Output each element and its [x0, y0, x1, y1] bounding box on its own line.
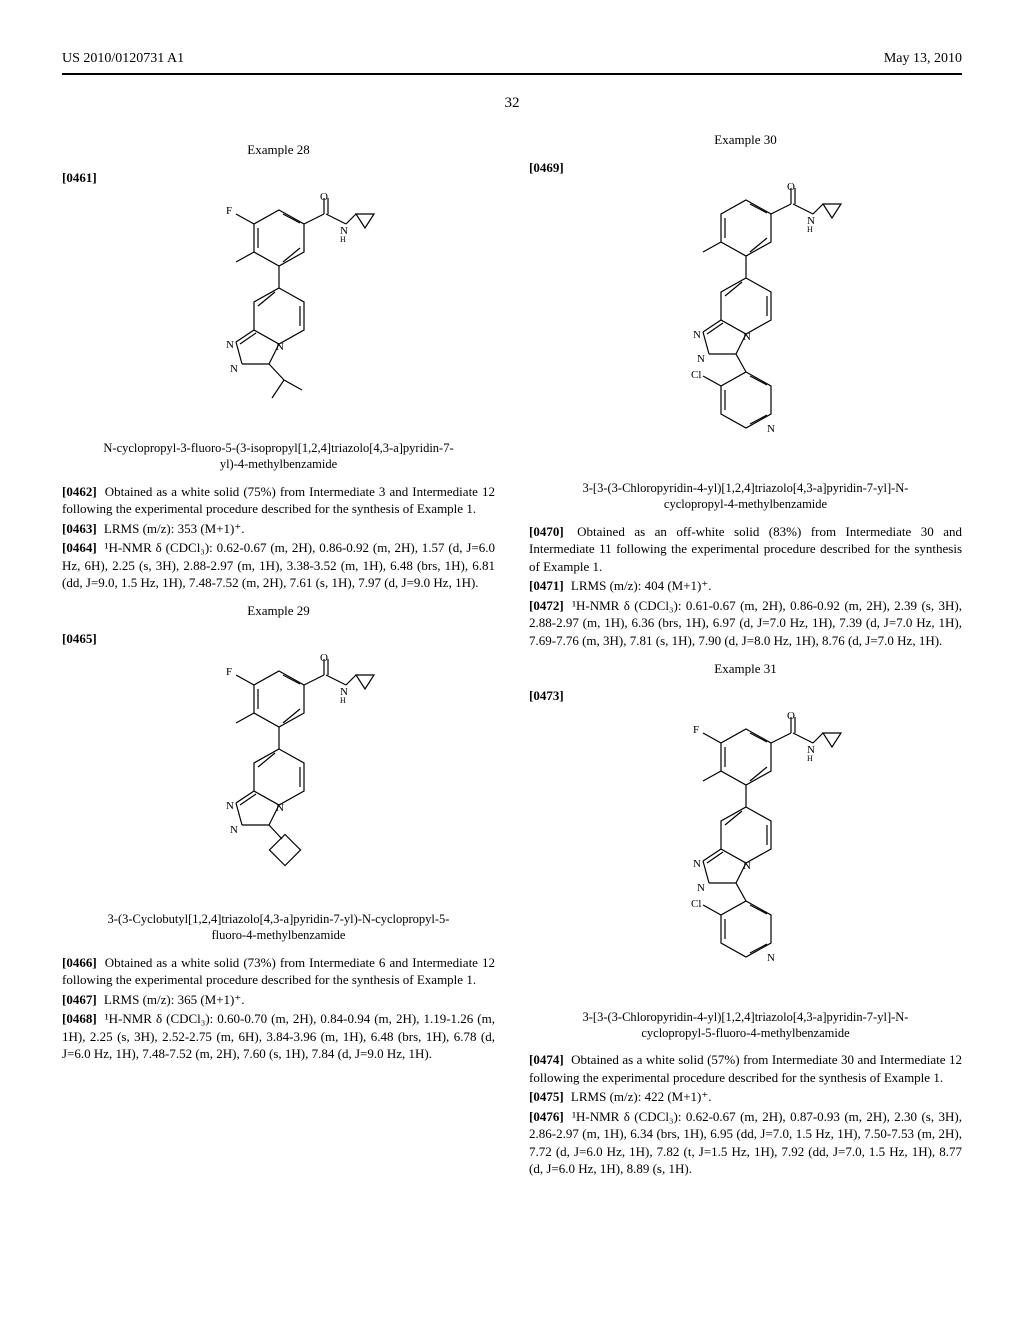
svg-text:H: H: [340, 235, 346, 244]
svg-text:N: N: [697, 353, 705, 365]
svg-text:Cl: Cl: [691, 369, 701, 381]
compound-title: 3-[3-(3-Chloropyridin-4-yl)[1,2,4]triazo…: [561, 1009, 930, 1042]
para-text: LRMS (m/z): 404 (M+1)⁺.: [571, 578, 712, 593]
para-text: LRMS (m/z): 365 (M+1)⁺.: [104, 992, 245, 1007]
para-num: [0465]: [62, 631, 97, 646]
page: US 2010/0120731 A1 May 13, 2010 32 Examp…: [0, 0, 1024, 1320]
svg-text:F: F: [693, 724, 699, 736]
svg-text:N: N: [230, 363, 238, 375]
example-28-block: Example 28 [0461]: [62, 141, 495, 592]
svg-text:N: N: [693, 858, 701, 870]
svg-text:H: H: [807, 754, 813, 763]
header-left: US 2010/0120731 A1: [62, 50, 184, 69]
header-rule: [62, 73, 962, 75]
svg-text:H: H: [807, 225, 813, 234]
para-num: [0474]: [529, 1052, 564, 1067]
para-num: [0476]: [529, 1109, 564, 1124]
para-num: [0464]: [62, 540, 97, 555]
para-num: [0472]: [529, 598, 564, 613]
para-text: LRMS (m/z): 353 (M+1)⁺.: [104, 521, 245, 536]
compound-title: 3-(3-Cyclobutyl[1,2,4]triazolo[4,3-a]pyr…: [94, 911, 463, 944]
para-text: LRMS (m/z): 422 (M+1)⁺.: [571, 1089, 712, 1104]
para-text: Obtained as a white solid (73%) from Int…: [62, 955, 495, 988]
header-right: May 13, 2010: [884, 50, 962, 69]
svg-text:O: O: [787, 182, 795, 193]
two-column-body: Example 28 [0461]: [62, 131, 962, 1251]
para-num: [0462]: [62, 484, 97, 499]
para-num: [0469]: [529, 160, 564, 175]
example-label: Example 29: [62, 602, 495, 620]
para-num: [0468]: [62, 1011, 97, 1026]
example-31-block: Example 31 [0473]: [529, 660, 962, 1178]
para-text: ¹H-NMR δ (CDCl₃): 0.62-0.67 (m, 2H), 0.8…: [529, 1109, 962, 1177]
para-num: [0475]: [529, 1089, 564, 1104]
structure-ex29: F O N H N N N: [164, 653, 394, 903]
svg-text:N: N: [697, 882, 705, 894]
structure-ex30: O N H N N N Cl N: [631, 182, 861, 472]
svg-text:N: N: [230, 824, 238, 836]
para-num: [0467]: [62, 992, 97, 1007]
example-label: Example 28: [62, 141, 495, 159]
para-text: Obtained as a white solid (75%) from Int…: [62, 484, 495, 517]
structure-ex28: F O N H N N N: [164, 192, 394, 432]
running-header: US 2010/0120731 A1 May 13, 2010: [62, 50, 962, 69]
para-num: [0463]: [62, 521, 97, 536]
svg-text:N: N: [693, 329, 701, 341]
example-label: Example 31: [529, 660, 962, 678]
para-text: ¹H-NMR δ (CDCl₃): 0.60-0.70 (m, 2H), 0.8…: [62, 1011, 495, 1061]
svg-text:O: O: [320, 192, 328, 203]
compound-title: 3-[3-(3-Chloropyridin-4-yl)[1,2,4]triazo…: [561, 480, 930, 513]
structure-ex31: F O N H N N N Cl N: [631, 711, 861, 1001]
svg-text:N: N: [276, 802, 284, 814]
svg-text:N: N: [276, 341, 284, 353]
example-30-block: Example 30 [0469]: [529, 131, 962, 649]
svg-text:N: N: [226, 800, 234, 812]
svg-text:N: N: [743, 860, 751, 872]
para-num: [0473]: [529, 688, 564, 703]
svg-text:N: N: [767, 952, 775, 964]
example-label: Example 30: [529, 131, 962, 149]
example-29-block: Example 29 [0465]: [62, 602, 495, 1063]
para-text: ¹H-NMR δ (CDCl₃): 0.62-0.67 (m, 2H), 0.8…: [62, 540, 495, 590]
compound-title: N-cyclopropyl-3-fluoro-5-(3-isopropyl[1,…: [94, 440, 463, 473]
para-text: Obtained as a white solid (57%) from Int…: [529, 1052, 962, 1085]
para-num: [0471]: [529, 578, 564, 593]
svg-text:F: F: [226, 666, 232, 678]
para-text: ¹H-NMR δ (CDCl₃): 0.61-0.67 (m, 2H), 0.8…: [529, 598, 962, 648]
svg-text:F: F: [226, 205, 232, 217]
svg-text:O: O: [787, 711, 795, 722]
svg-text:N: N: [743, 331, 751, 343]
svg-text:O: O: [320, 653, 328, 664]
page-number: 32: [62, 93, 962, 113]
para-num: [0466]: [62, 955, 97, 970]
para-text: Obtained as an off-white solid (83%) fro…: [529, 524, 962, 574]
para-num: [0470]: [529, 524, 564, 539]
para-num: [0461]: [62, 170, 97, 185]
svg-text:N: N: [767, 423, 775, 435]
svg-text:H: H: [340, 696, 346, 705]
svg-text:N: N: [226, 339, 234, 351]
svg-text:Cl: Cl: [691, 898, 701, 910]
